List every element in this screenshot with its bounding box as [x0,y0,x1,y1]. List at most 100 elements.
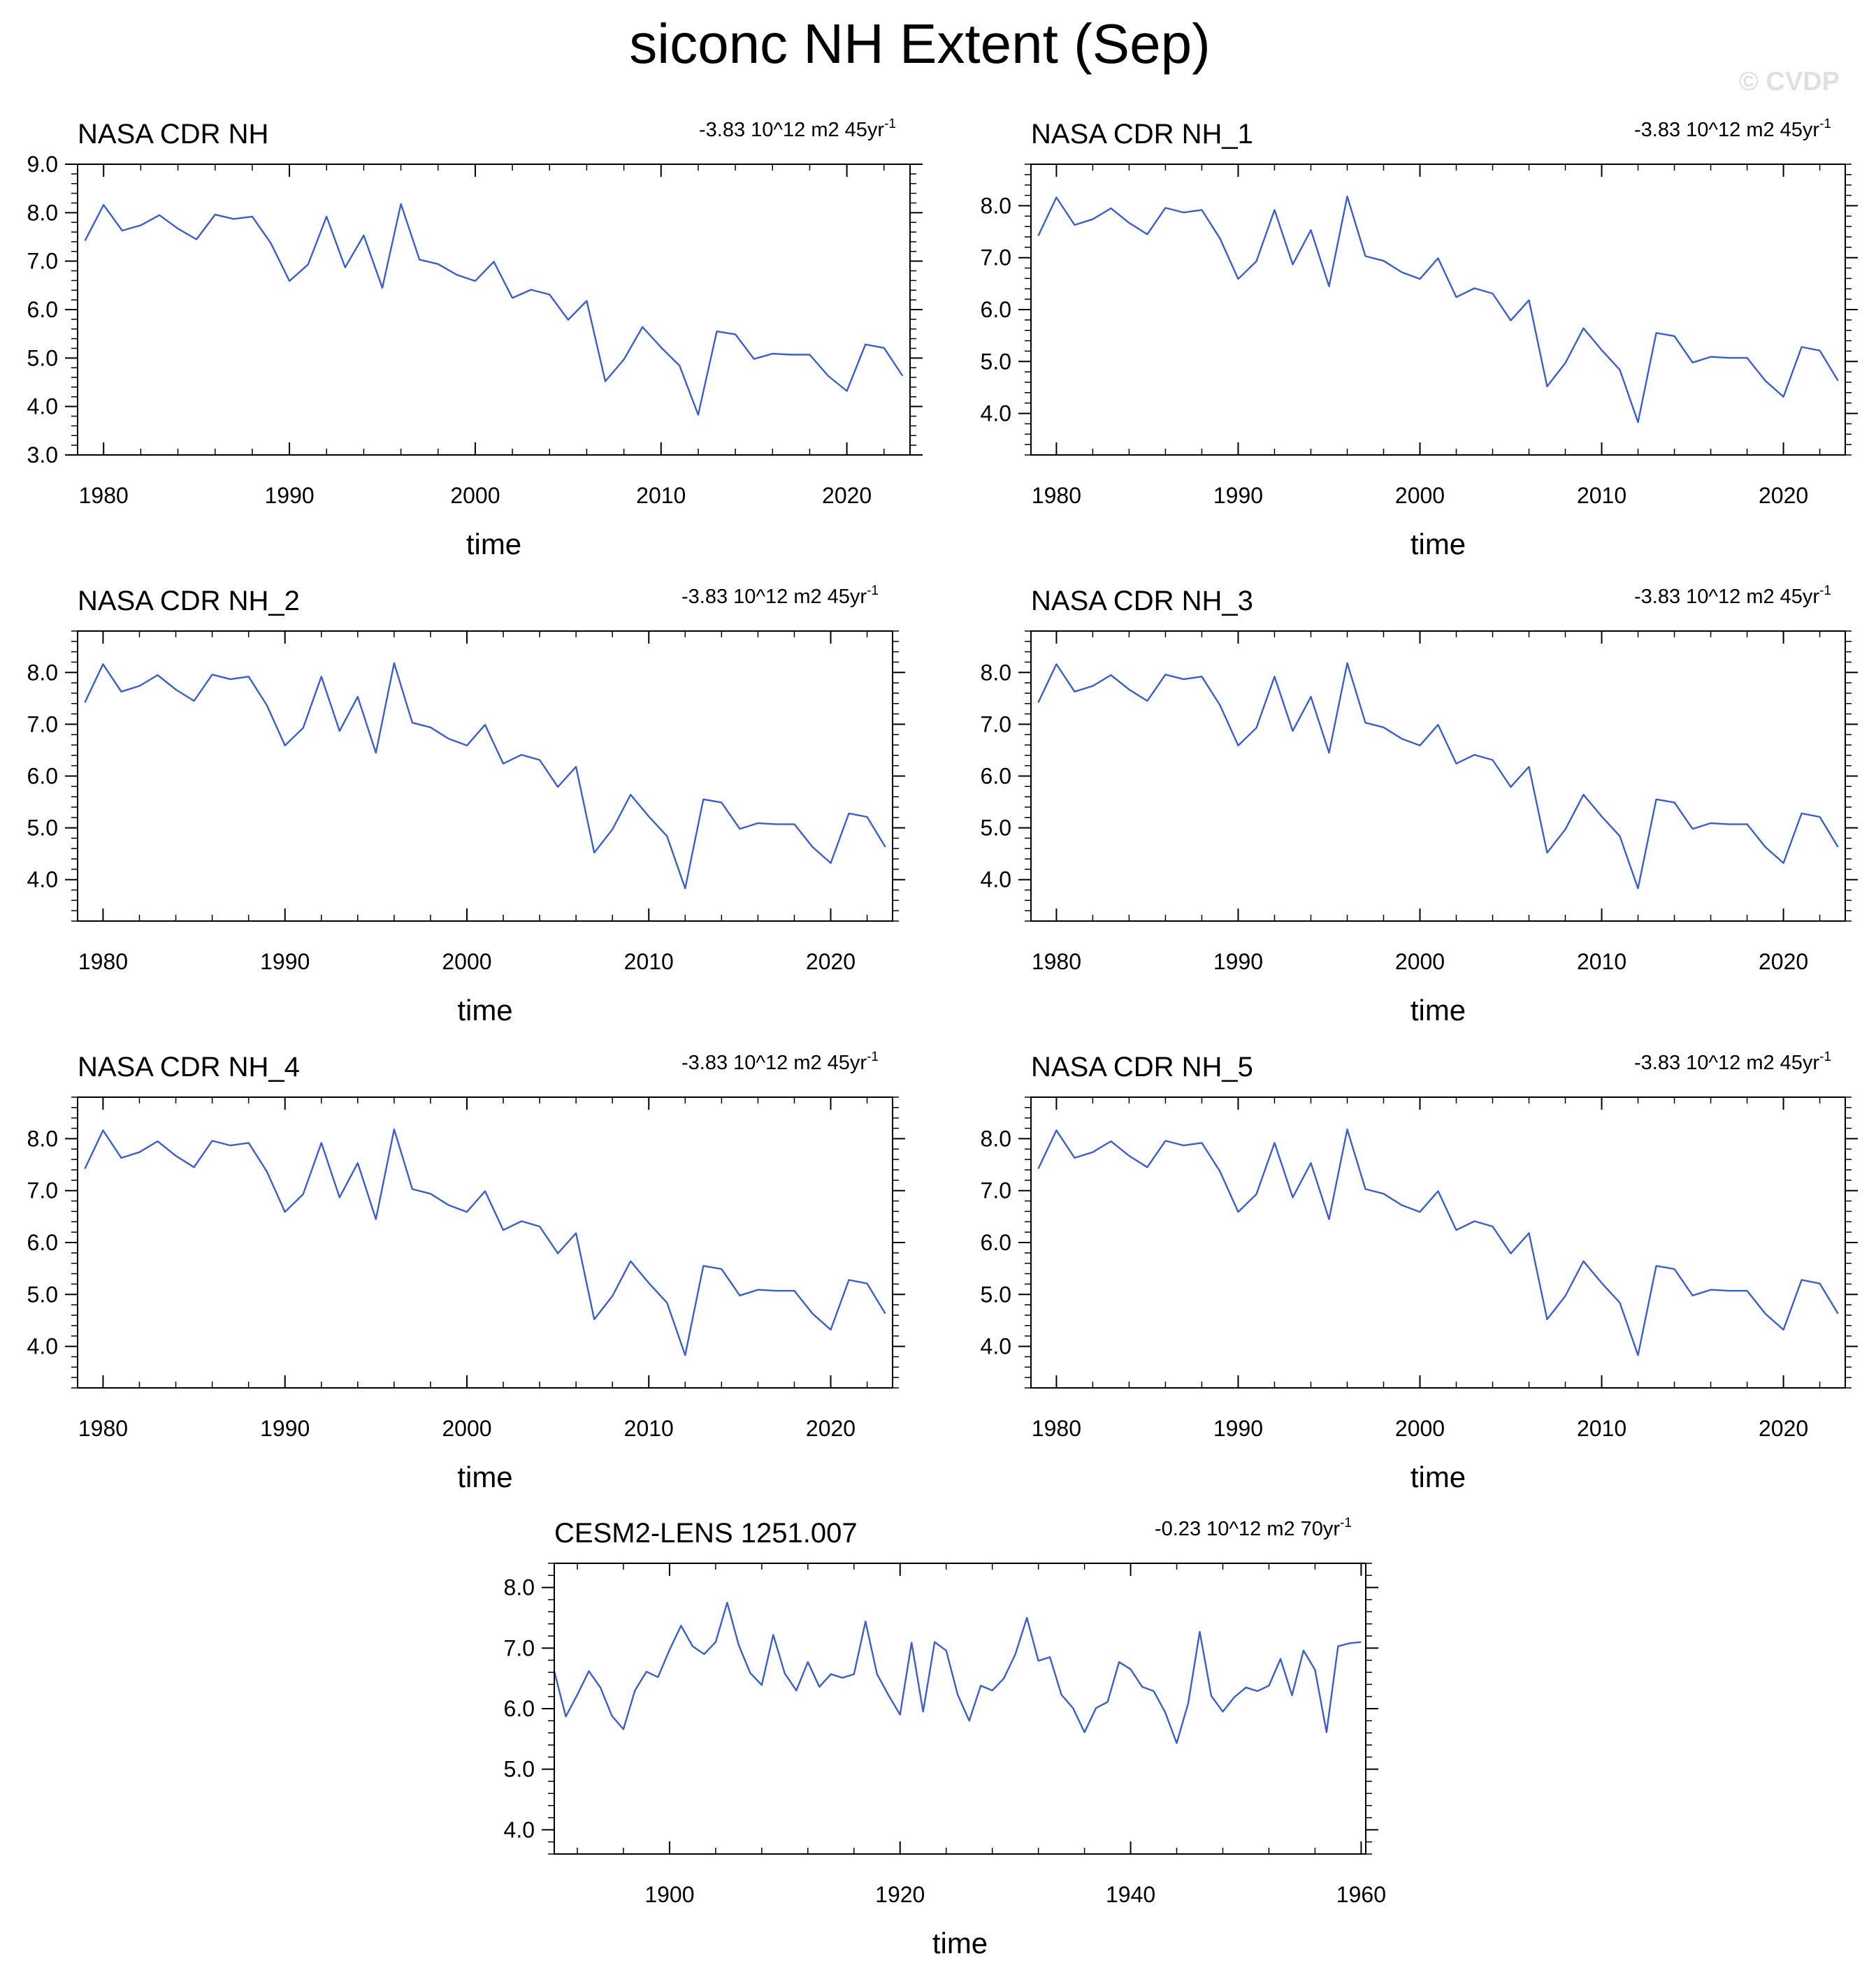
y-tick-label: 4.0 [27,1334,58,1359]
plot-frame [1030,164,1846,456]
x-tick-label: 2000 [1395,949,1445,974]
trend-label: -0.23 10^12 m2 70yr-1 [1155,1516,1352,1540]
y-tick-label: 8.0 [27,660,58,685]
x-tick-label: 2010 [1577,483,1626,508]
series-line [84,203,904,416]
x-axis-label: time [1410,994,1466,1027]
x-tick-label: 2000 [1395,1416,1445,1441]
trend-label: -3.83 10^12 m2 45yr-1 [1634,1050,1831,1074]
trend-label: -3.83 10^12 m2 45yr-1 [1634,584,1831,608]
y-tick-label: 4.0 [27,394,58,419]
y-tick-label: 3.0 [27,442,58,468]
y-tick-label: 7.0 [27,1178,58,1203]
x-tick-label: 1990 [260,1416,310,1441]
x-tick-label: 2020 [1759,1416,1808,1441]
chart-panel: NASA CDR NH_3 -3.83 10^12 m2 45yr-1 4.0 5.0… [981,584,1858,1027]
y-tick-label: 8.0 [981,660,1011,685]
x-tick-label: 2010 [1577,949,1626,974]
x-tick-label: 1980 [78,1416,128,1441]
y-tick-label: 4.0 [504,1817,535,1842]
y-tick-label: 9.0 [27,152,58,177]
x-tick-label: 1900 [644,1882,694,1907]
y-tick-label: 4.0 [27,867,58,892]
panel-title: NASA CDR NH_3 [1031,586,1253,616]
x-tick-label: 2010 [1577,1416,1626,1441]
x-tick-label: 1990 [1213,949,1263,974]
y-tick-label: 5.0 [27,816,58,841]
series-line [1037,1128,1839,1356]
y-tick-label: 4.0 [981,867,1011,892]
plot-frame [77,164,911,456]
x-tick-label: 1940 [1106,1882,1155,1907]
x-tick-label: 1990 [264,483,314,508]
x-tick-label: 2000 [442,949,491,974]
x-tick-label: 2020 [1759,949,1808,974]
series-line [553,1602,1362,1744]
y-tick-label: 4.0 [981,1334,1011,1359]
x-tick-label: 2010 [636,483,686,508]
trend-label: -3.83 10^12 m2 45yr-1 [681,1050,879,1074]
y-tick-label: 5.0 [981,349,1011,374]
y-tick-label: 5.0 [27,345,58,370]
chart-panel: CESM2-LENS 1251.007 -0.23 10^12 m2 70yr-1… [504,1516,1386,1960]
trend-label: -3.83 10^12 m2 45yr-1 [1634,117,1831,141]
chart-panel: NASA CDR NH_5 -3.83 10^12 m2 45yr-1 4.0 5.0… [981,1050,1858,1493]
series-line [84,1128,886,1356]
x-tick-label: 2020 [806,949,856,974]
x-tick-label: 1920 [875,1882,925,1907]
x-axis-label: time [932,1927,988,1960]
plot-frame [77,1096,893,1389]
chart-panel: NASA CDR NH_1 -3.83 10^12 m2 45yr-1 4.0 5.0… [981,117,1858,560]
y-tick-label: 5.0 [504,1757,535,1782]
plot-frame [1030,630,1846,922]
y-tick-label: 6.0 [504,1696,535,1721]
y-tick-label: 7.0 [27,711,58,737]
x-tick-label: 1980 [1032,483,1081,508]
plot-frame [554,1563,1366,1855]
x-tick-label: 2020 [806,1416,856,1441]
x-axis-label: time [457,994,512,1027]
y-tick-label: 5.0 [981,816,1011,841]
y-tick-label: 7.0 [504,1635,535,1660]
x-tick-label: 2010 [624,949,674,974]
chart-panel: NASA CDR NH_4 -3.83 10^12 m2 45yr-1 4.0 5.0… [27,1050,905,1493]
x-tick-label: 2000 [450,483,500,508]
x-tick-label: 2010 [624,1416,674,1441]
panel-title: NASA CDR NH_4 [78,1052,300,1082]
plot-frame [1030,1096,1846,1389]
x-tick-label: 2020 [822,483,872,508]
y-tick-label: 5.0 [981,1282,1011,1307]
trend-label: -3.83 10^12 m2 45yr-1 [699,117,896,141]
y-tick-label: 4.0 [981,401,1011,426]
y-tick-label: 8.0 [981,193,1011,218]
x-tick-label: 1990 [260,949,310,974]
x-tick-label: 1990 [1213,483,1263,508]
y-tick-label: 7.0 [981,245,1011,270]
x-tick-label: 1980 [1032,1416,1081,1441]
series-line [1037,195,1839,423]
x-tick-label: 1990 [1213,1416,1263,1441]
x-tick-label: 1980 [1032,949,1081,974]
watermark: © CVDP [1739,67,1840,96]
y-tick-label: 8.0 [27,200,58,225]
panel-title: NASA CDR NH_1 [1031,119,1253,150]
y-tick-label: 6.0 [27,297,58,322]
panel-title: NASA CDR NH [78,119,268,150]
x-tick-label: 1960 [1336,1882,1386,1907]
y-tick-label: 7.0 [27,249,58,274]
y-tick-label: 7.0 [981,711,1011,737]
x-tick-label: 2020 [1759,483,1808,508]
x-tick-label: 2000 [1395,483,1445,508]
x-axis-label: time [1410,1461,1466,1493]
figure-title: siconc NH Extent (Sep) [629,13,1210,75]
x-tick-label: 1980 [78,949,128,974]
y-tick-label: 8.0 [504,1575,535,1600]
chart-panel: NASA CDR NH -3.83 10^12 m2 45yr-1 3.0 4.0 5.… [27,117,923,560]
x-tick-label: 2000 [442,1416,491,1441]
plot-frame [77,630,893,922]
y-tick-label: 6.0 [981,1230,1011,1255]
y-tick-label: 6.0 [981,297,1011,322]
panel-title: NASA CDR NH_5 [1031,1052,1253,1082]
